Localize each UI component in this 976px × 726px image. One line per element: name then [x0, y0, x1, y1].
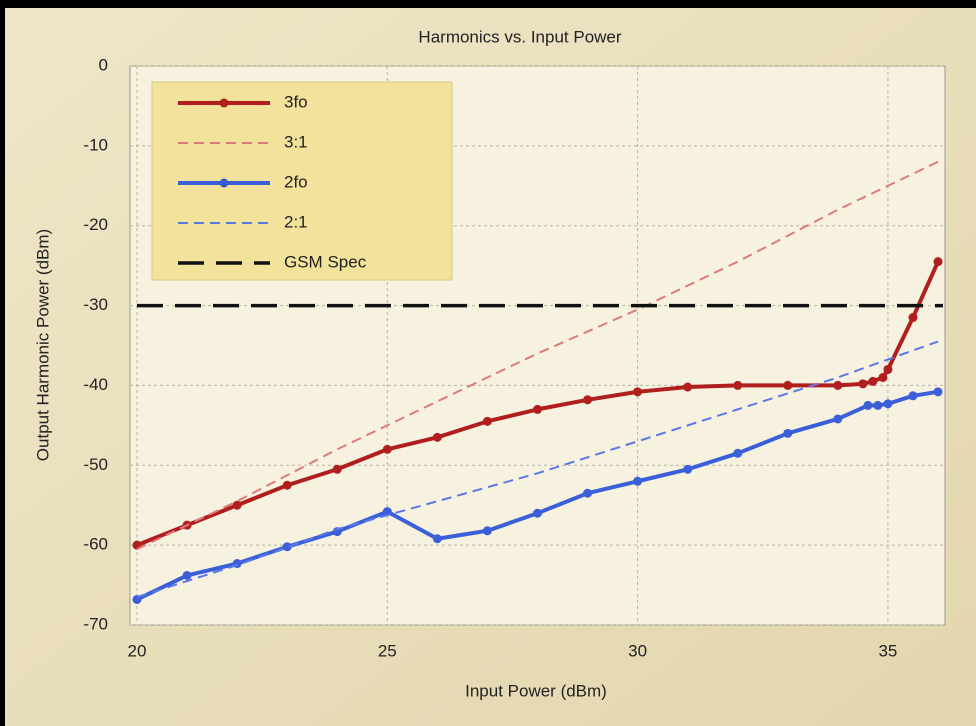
- point: [933, 387, 943, 397]
- point: [908, 313, 918, 323]
- y-axis-label: Output Harmonic Power (dBm): [33, 229, 52, 461]
- x-tick-label: 30: [628, 641, 647, 660]
- point: [868, 376, 878, 386]
- y-tick-label: -20: [83, 215, 108, 234]
- point: [873, 400, 883, 410]
- y-tick-label: -10: [83, 135, 108, 154]
- point: [332, 464, 342, 474]
- point: [282, 542, 292, 552]
- legend-box: [151, 81, 453, 281]
- point: [733, 380, 743, 390]
- point: [583, 488, 593, 498]
- legend-label: 2:1: [284, 212, 308, 231]
- point: [583, 395, 593, 405]
- y-tick-label: -40: [83, 375, 108, 394]
- point: [833, 380, 843, 390]
- x-tick-label: 25: [378, 641, 397, 660]
- legend-label: 3fo: [284, 92, 308, 111]
- point: [733, 448, 743, 458]
- point: [833, 414, 843, 424]
- legend-label: 2fo: [284, 172, 308, 191]
- legend-label: 3:1: [284, 132, 308, 151]
- point: [482, 526, 492, 536]
- point: [282, 480, 292, 490]
- point: [633, 476, 643, 486]
- point: [482, 416, 492, 426]
- point: [858, 379, 868, 389]
- y-tick-label: -30: [83, 295, 108, 314]
- point: [863, 400, 873, 410]
- point: [532, 404, 542, 414]
- y-tick-label: -50: [83, 455, 108, 474]
- point: [683, 464, 693, 474]
- legend-label: GSM Spec: [284, 252, 367, 271]
- point: [683, 382, 693, 392]
- point: [232, 500, 242, 510]
- point: [878, 372, 888, 382]
- x-axis-label: Input Power (dBm): [465, 681, 607, 700]
- point: [883, 364, 893, 374]
- series-line: [136, 340, 939, 599]
- point: [933, 257, 943, 267]
- point: [633, 387, 643, 397]
- y-tick-label: -70: [83, 614, 108, 633]
- point: [532, 508, 542, 518]
- point: [783, 428, 793, 438]
- legend-marker: [219, 178, 229, 188]
- chart-title: Harmonics vs. Input Power: [418, 27, 621, 46]
- legend-marker: [219, 98, 229, 108]
- point: [182, 570, 192, 580]
- x-tick-label: 20: [128, 641, 147, 660]
- y-tick-label: -60: [83, 535, 108, 554]
- point: [908, 391, 918, 401]
- point: [883, 399, 893, 409]
- point: [432, 432, 442, 442]
- point: [783, 380, 793, 390]
- point: [382, 444, 392, 454]
- y-tick-label: 0: [99, 55, 108, 74]
- x-tick-label: 35: [878, 641, 897, 660]
- series-line: [136, 160, 939, 551]
- point: [432, 534, 442, 544]
